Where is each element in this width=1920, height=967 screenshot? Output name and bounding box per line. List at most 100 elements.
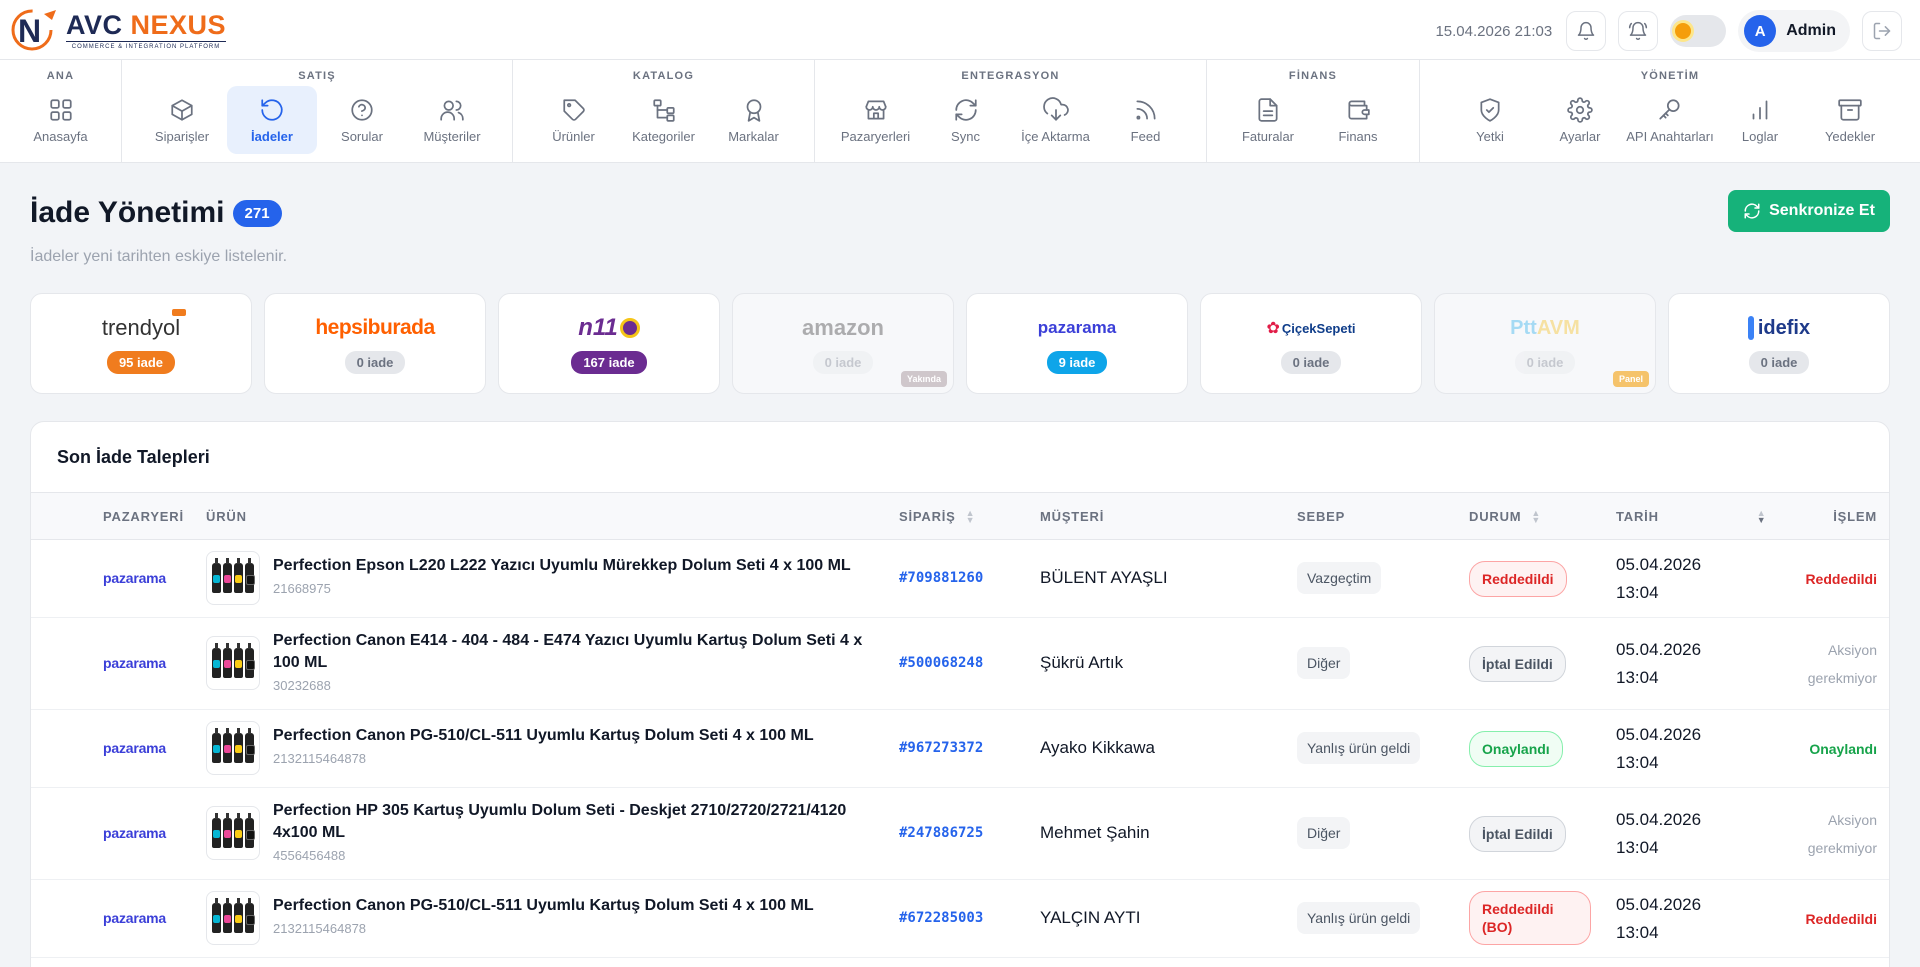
nav-group-1: SATIŞ Siparişler İadeler Sorular Müşteriler — [122, 60, 513, 162]
user-menu[interactable]: A Admin — [1738, 10, 1850, 52]
nav-item-award[interactable]: Markalar — [709, 86, 799, 154]
product-name[interactable]: Perfection Canon PG-510/CL-511 Uyumlu Ka… — [273, 897, 814, 914]
marketplace-card[interactable]: idefix 0 iade — [1668, 293, 1890, 394]
nav-item-label: Ürünler — [552, 128, 595, 144]
nav-item-bar-chart[interactable]: Loglar — [1715, 86, 1805, 154]
nav-item-users[interactable]: Müşteriler — [407, 86, 497, 154]
product-info: Perfection HP 305 Kartuş Uyumlu Dolum Se… — [273, 800, 893, 863]
order-link[interactable]: #672285003 — [899, 910, 984, 926]
nav-group-title: SATIŞ — [298, 70, 336, 82]
return-date: 05.04.2026 13:04 — [1616, 806, 1701, 862]
nav-item-shield[interactable]: Yetki — [1445, 86, 1535, 154]
marketplace-logo: ✿ ÇiçekSepeti — [1266, 320, 1356, 337]
product-name[interactable]: Perfection Canon PG-510/CL-511 Uyumlu Ka… — [273, 727, 814, 744]
nav-item-undo[interactable]: İadeler — [227, 86, 317, 154]
order-link[interactable]: #247886725 — [899, 825, 984, 841]
return-date-time: 13:04 — [1616, 923, 1659, 942]
product-name[interactable]: Perfection Epson L220 L222 Yazıcı Uyumlu… — [273, 557, 851, 574]
nav-item-file[interactable]: Faturalar — [1223, 86, 1313, 154]
return-date-day: 05.04.2026 — [1616, 640, 1702, 659]
nav-item-question[interactable]: Sorular — [317, 86, 407, 154]
theme-toggle[interactable] — [1670, 15, 1727, 47]
product-thumbnail[interactable] — [206, 806, 260, 860]
order-link[interactable]: #500068248 — [899, 655, 984, 671]
row-action[interactable]: Reddedildi — [1805, 571, 1877, 587]
marketplace-card[interactable]: hepsiburada 0 iade — [264, 293, 486, 394]
marketplace-card[interactable]: Ptt AVM 0 iade Panel — [1434, 293, 1656, 394]
marketplace-card[interactable]: trendyol 95 iade — [30, 293, 252, 394]
nav-item-rss[interactable]: Feed — [1101, 86, 1191, 154]
marketplace-count-badge: 0 iade — [1748, 351, 1810, 374]
product-name[interactable]: Perfection HP 305 Kartuş Uyumlu Dolum Se… — [273, 802, 847, 841]
bell-ring-icon — [1629, 21, 1648, 41]
nav-item-store[interactable]: Pazaryerleri — [831, 86, 921, 154]
key-icon — [1659, 98, 1680, 120]
table-row[interactable]: pazarama Perfection Canon PG-510/CL-511 U… — [31, 880, 1889, 958]
return-date: 05.04.2026 13:04 — [1616, 551, 1701, 607]
nav-item-grid[interactable]: Anasayfa — [16, 86, 106, 154]
nav-item-gear[interactable]: Ayarlar — [1535, 86, 1625, 154]
col-marketplace[interactable]: PAZARYERİ — [103, 509, 184, 524]
table-row[interactable]: pazarama Perfection Canon PG-510/CL-511 U… — [31, 710, 1889, 788]
col-customer[interactable]: MÜŞTERİ — [1040, 509, 1105, 524]
col-status[interactable]: DURUM ▲ ▼ — [1469, 507, 1542, 525]
alerts-button[interactable] — [1618, 11, 1659, 51]
users-icon — [440, 99, 464, 121]
top-bar: N AVC NEXUS COMMERCE & INTEGRATION PLATF… — [0, 0, 1920, 60]
brand-logo[interactable]: N AVC NEXUS COMMERCE & INTEGRATION PLATF… — [8, 8, 227, 52]
marketplace-card[interactable]: pazarama 9 iade — [966, 293, 1188, 394]
customer-name: BÜLENT AYAŞLI — [1040, 568, 1168, 587]
nav-item-wallet[interactable]: Finans — [1313, 86, 1403, 154]
marketplace-card[interactable]: n11 167 iade — [498, 293, 720, 394]
notifications-button[interactable] — [1566, 11, 1607, 51]
nav-item-label: Müşteriler — [423, 128, 481, 144]
marketplace-card[interactable]: amazon 0 iade Yakında — [732, 293, 954, 394]
marketplace-card[interactable]: ✿ ÇiçekSepeti 0 iade — [1200, 293, 1422, 394]
marketplace-count-badge: 95 iade — [106, 351, 176, 374]
product-thumbnail[interactable] — [206, 636, 260, 690]
order-link[interactable]: #709881260 — [899, 570, 984, 586]
product-sku: 30232688 — [273, 678, 331, 693]
row-action[interactable]: Onaylandı — [1809, 741, 1877, 757]
table-row[interactable]: pazarama Perfection Epson L220 L222 Yazıc… — [31, 540, 1889, 618]
table-row[interactable]: pazarama Perfection Canon E414 - 404 - 48… — [31, 618, 1889, 710]
main-navigation: ANA Anasayfa SATIŞ Siparişler İadeler Sorular… — [0, 60, 1920, 163]
nav-item-box[interactable]: Siparişler — [137, 86, 227, 154]
product-thumbnail[interactable] — [206, 551, 260, 605]
col-product[interactable]: ÜRÜN — [206, 509, 247, 524]
current-datetime: 15.04.2026 21:03 — [1435, 22, 1553, 40]
nav-item-tag[interactable]: Ürünler — [529, 86, 619, 154]
nav-item-archive[interactable]: Yedekler — [1805, 86, 1895, 154]
col-reason[interactable]: SEBEP — [1297, 509, 1346, 524]
nav-item-tree[interactable]: Kategoriler — [619, 86, 709, 154]
product-thumbnail[interactable] — [206, 721, 260, 775]
marketplace-count-badge: 9 iade — [1046, 351, 1108, 374]
nav-item-label: Kategoriler — [632, 128, 695, 144]
product-name[interactable]: Perfection Canon E414 - 404 - 484 - E474… — [273, 632, 863, 671]
status-badge: Reddedildi (BO) — [1469, 891, 1591, 945]
logout-button[interactable] — [1862, 11, 1902, 51]
row-action[interactable]: Reddedildi — [1805, 911, 1877, 927]
table-row[interactable]: pazarama Perfection HP 305 Kartuş Uyumlu … — [31, 788, 1889, 880]
sync-button[interactable]: Senkronize Et — [1728, 190, 1890, 232]
nav-group-title: ANA — [46, 70, 75, 82]
col-order[interactable]: SİPARİŞ ▲ ▼ — [899, 507, 976, 525]
sort-icon: ▲ ▼ — [1531, 507, 1542, 525]
nav-item-refresh[interactable]: Sync — [921, 86, 1011, 154]
nav-item-key[interactable]: API Anahtarları — [1625, 86, 1715, 154]
nav-item-cloud-download[interactable]: İçe Aktarma — [1011, 86, 1101, 154]
col-action: İŞLEM — [1833, 509, 1877, 524]
nav-item-label: Yetki — [1476, 128, 1504, 144]
product-sku: 21668975 — [273, 581, 331, 596]
bell-icon — [1577, 21, 1595, 41]
nav-item-label: Faturalar — [1241, 128, 1295, 144]
col-date[interactable]: TARİH ▲ ▼ — [1616, 507, 1767, 525]
product-thumbnail[interactable] — [206, 891, 260, 945]
nav-item-label: Siparişler — [154, 128, 210, 144]
marketplace-count-badge: 0 iade — [812, 351, 874, 374]
reason-badge: Yanlış ürün geldi — [1297, 732, 1421, 764]
return-date-day: 05.04.2026 — [1616, 725, 1702, 744]
box-icon — [171, 98, 193, 121]
order-link[interactable]: #967273372 — [899, 740, 984, 756]
marketplace-logo: Ptt AVM — [1510, 316, 1580, 339]
